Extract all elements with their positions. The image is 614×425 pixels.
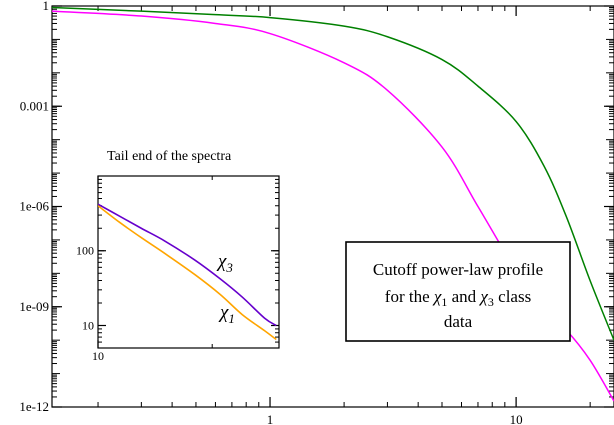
- annotation-line-1: Cutoff power-law profile: [373, 260, 543, 279]
- y-tick-label: 1e-06: [19, 199, 49, 214]
- x-tick-label: 10: [92, 349, 104, 363]
- chi3-series-label: χ3: [216, 251, 233, 275]
- chi1-series-label: χ1: [218, 302, 235, 326]
- y-tick-label: 10: [82, 318, 94, 332]
- x-tick-label: 1: [267, 412, 274, 425]
- y-tick-label: 1e-12: [19, 399, 49, 414]
- y-tick-label: 100: [76, 244, 94, 258]
- inset-series-line-2: [98, 205, 277, 341]
- inset-series-lines: [98, 203, 277, 341]
- y-tick-label: 1: [43, 0, 50, 13]
- annotation-line-3: data: [444, 312, 473, 331]
- inset-series-line-1: [98, 203, 277, 327]
- y-tick-label: 1e-09: [19, 299, 49, 314]
- annotation-line-2: for the χ1 and χ3 class: [385, 287, 531, 310]
- main-series-line-1: [52, 6, 614, 341]
- inset-title: Tail end of the spectra: [107, 149, 232, 164]
- y-tick-label: 0.001: [20, 98, 49, 113]
- x-tick-label: 10: [510, 412, 523, 425]
- inset-axis-ticks: 10 100 10: [76, 175, 280, 363]
- annotation-box: [345, 241, 571, 342]
